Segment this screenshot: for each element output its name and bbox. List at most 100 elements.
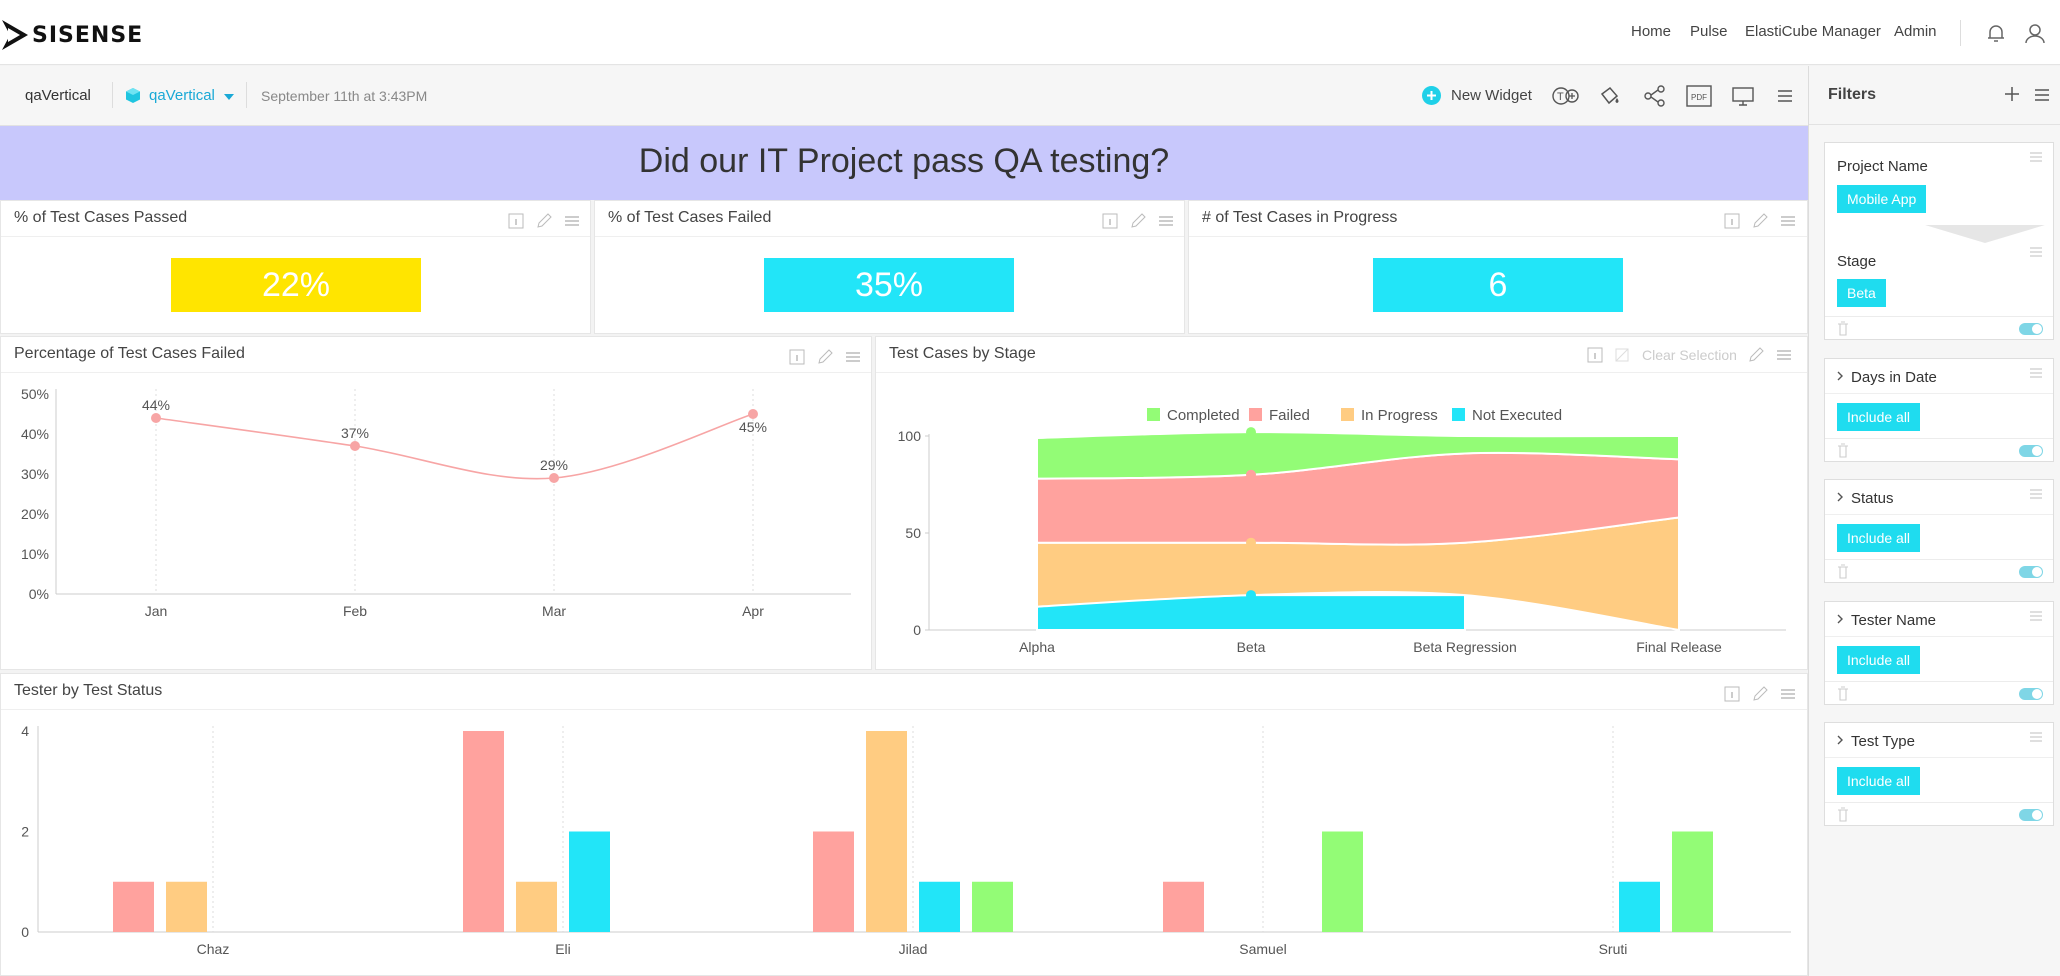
bar-chart-widget[interactable]: Tester by Test Status 0 2 4 Chaz Eli Jilad Sam… (0, 673, 1808, 976)
pencil-icon[interactable] (1129, 213, 1147, 229)
pencil-icon[interactable] (535, 213, 553, 229)
info-icon[interactable] (1586, 347, 1604, 363)
y-tick-label: 50 (905, 525, 921, 541)
filter-footer (1825, 559, 2053, 583)
menu-icon[interactable] (1775, 347, 1793, 363)
filter-footer (1825, 438, 2053, 462)
y-tick-label: 0% (29, 586, 49, 602)
filter-box[interactable]: Status Include all (1824, 479, 2054, 583)
filter-toggle[interactable] (2019, 688, 2043, 700)
filter-value-chip[interactable]: Include all (1837, 767, 1921, 795)
paint-bucket-icon[interactable] (1598, 85, 1622, 107)
filters-panel: Filters Project Name Mobile App Stage Be… (1808, 66, 2060, 976)
filter-toggle[interactable] (2019, 809, 2043, 821)
filter-toggle[interactable] (2019, 566, 2043, 578)
menu-icon[interactable] (1773, 85, 1797, 107)
new-widget-button[interactable]: New Widget (1422, 86, 1532, 105)
clear-selection-button[interactable]: Clear Selection (1642, 347, 1737, 363)
x-tick-label: Jan (145, 603, 168, 619)
sisense-logo[interactable]: SISENSE (2, 20, 143, 50)
filter-menu-icon[interactable] (2029, 610, 2043, 622)
filter-value-chip[interactable]: Include all (1837, 646, 1921, 674)
filter-value-chip[interactable]: Include all (1837, 524, 1921, 552)
trash-icon[interactable] (1837, 686, 1849, 701)
filter-group-project-stage[interactable]: Project Name Mobile App Stage Beta (1824, 142, 2054, 340)
widget-title: % of Test Cases Passed (14, 209, 188, 226)
nav-divider (1960, 20, 1961, 46)
filter-menu-icon[interactable] (2029, 151, 2043, 163)
add-filter-icon[interactable] (2004, 86, 2020, 102)
filter-toggle[interactable] (2019, 445, 2043, 457)
info-icon[interactable] (1723, 213, 1741, 229)
filter-value-chip[interactable]: Beta (1837, 279, 1886, 307)
dashboard-name: qaVertical (25, 87, 91, 104)
pdf-export-icon[interactable]: PDF (1686, 85, 1712, 107)
filter-box[interactable]: Test Type Include all (1824, 722, 2054, 826)
info-icon[interactable] (788, 349, 806, 365)
menu-icon[interactable] (2034, 88, 2050, 102)
legend-swatch (1147, 408, 1160, 421)
text-widget-icon[interactable]: T (1551, 85, 1579, 107)
filter-value-chip[interactable]: Mobile App (1837, 185, 1927, 213)
info-icon[interactable] (507, 213, 525, 229)
kpi-widget-in-progress[interactable]: # of Test Cases in Progress 6 (1188, 200, 1808, 334)
legend-label: Failed (1269, 407, 1310, 424)
plus-circle-icon (1422, 86, 1441, 105)
filter-value-chip[interactable]: Include all (1837, 403, 1921, 431)
filter-box[interactable]: Tester Name Include all (1824, 601, 2054, 705)
trash-icon[interactable] (1837, 807, 1849, 822)
datasource-selector[interactable]: qaVertical (149, 87, 215, 104)
chevron-right-icon[interactable] (1836, 735, 1844, 745)
chevron-right-icon[interactable] (1836, 492, 1844, 502)
bell-icon[interactable] (1985, 22, 2007, 44)
filter-menu-icon[interactable] (2029, 246, 2043, 258)
widget-title: Percentage of Test Cases Failed (14, 345, 245, 362)
data-label: 45% (739, 419, 767, 435)
share-icon[interactable] (1643, 85, 1667, 107)
area-chart-widget[interactable]: Test Cases by Stage Clear Selection Comp… (875, 336, 1808, 670)
bar (569, 831, 610, 932)
monitor-icon[interactable] (1731, 85, 1755, 107)
dashboard-toolbar: qaVertical qaVertical September 11th at … (0, 66, 1808, 126)
clear-selection-icon[interactable] (1614, 347, 1632, 363)
filter-name: Stage (1837, 253, 1877, 270)
trash-icon[interactable] (1837, 443, 1849, 458)
user-icon[interactable] (2024, 22, 2046, 44)
info-icon[interactable] (1723, 686, 1741, 702)
data-point (1246, 537, 1256, 548)
menu-icon[interactable] (844, 349, 862, 365)
kpi-value: 22% (171, 258, 421, 312)
filter-menu-icon[interactable] (2029, 731, 2043, 743)
pencil-icon[interactable] (1751, 686, 1769, 702)
filter-header-divider (1825, 393, 2053, 394)
stacked-area-chart: Completed Failed In Progress Not Executed 0 5… (898, 407, 1786, 655)
nav-home-link[interactable]: Home (1631, 23, 1672, 40)
menu-icon[interactable] (563, 213, 581, 229)
trash-icon[interactable] (1837, 564, 1849, 579)
pencil-icon[interactable] (1747, 347, 1765, 363)
filter-menu-icon[interactable] (2029, 367, 2043, 379)
data-point (151, 413, 161, 423)
filter-box[interactable]: Days in Date Include all (1824, 358, 2054, 462)
filter-toggle[interactable] (2019, 323, 2043, 335)
chevron-right-icon[interactable] (1836, 614, 1844, 624)
line-chart-widget[interactable]: Percentage of Test Cases Failed 0% 10% 20%… (0, 336, 872, 670)
menu-icon[interactable] (1779, 213, 1797, 229)
widget-header-divider (1, 236, 590, 237)
menu-icon[interactable] (1157, 213, 1175, 229)
trash-icon[interactable] (1837, 321, 1849, 336)
kpi-widget-failed[interactable]: % of Test Cases Failed 35% (594, 200, 1185, 334)
pencil-icon[interactable] (816, 349, 834, 365)
kpi-widget-passed[interactable]: % of Test Cases Passed 22% (0, 200, 591, 334)
info-icon[interactable] (1101, 213, 1119, 229)
menu-icon[interactable] (1779, 686, 1797, 702)
nav-admin-link[interactable]: Admin (1894, 23, 1937, 40)
chevron-right-icon[interactable] (1836, 371, 1844, 381)
nav-elasticube-link[interactable]: ElastiCube Manager (1745, 23, 1881, 40)
widget-header-divider (1, 709, 1807, 710)
filter-menu-icon[interactable] (2029, 488, 2043, 500)
line-chart: 0% 10% 20% 30% 40% 50% Jan Feb Mar Apr 44% 37% 29% 45… (21, 386, 851, 619)
chevron-down-icon[interactable] (224, 94, 234, 100)
nav-pulse-link[interactable]: Pulse (1690, 23, 1728, 40)
pencil-icon[interactable] (1751, 213, 1769, 229)
